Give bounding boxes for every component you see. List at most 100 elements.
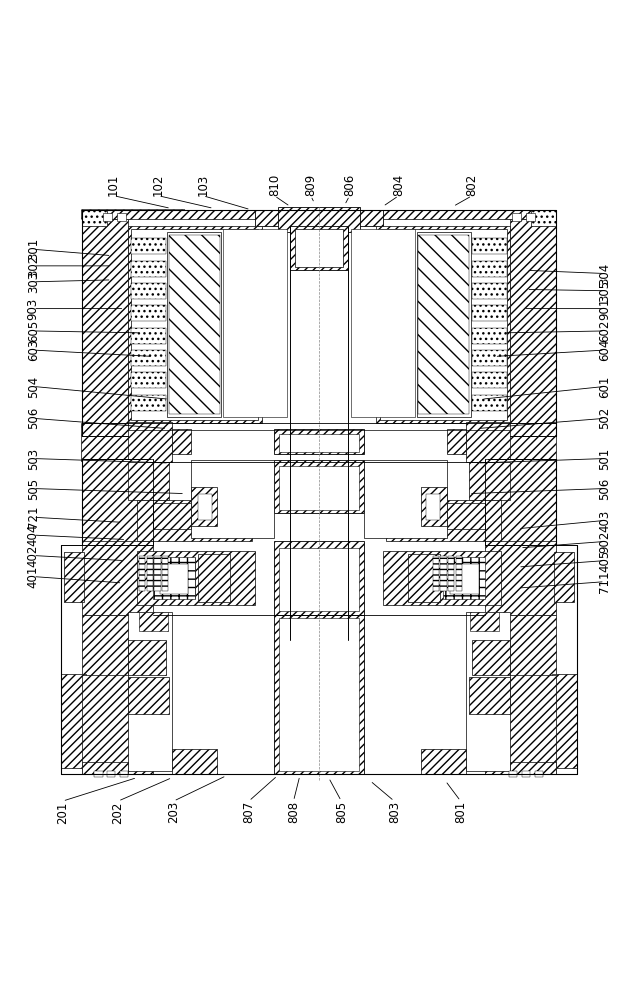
- Bar: [82, 675, 153, 774]
- Bar: [469, 677, 510, 714]
- Text: 506: 506: [598, 477, 611, 500]
- Bar: [485, 541, 556, 615]
- Text: 721: 721: [27, 506, 40, 528]
- Text: 404: 404: [27, 524, 40, 546]
- Bar: [191, 460, 274, 538]
- Bar: [472, 283, 507, 299]
- Bar: [160, 564, 188, 594]
- Bar: [139, 556, 145, 591]
- Bar: [472, 350, 507, 366]
- Bar: [131, 261, 166, 277]
- Text: 402: 402: [27, 544, 40, 567]
- Text: 802: 802: [466, 173, 478, 196]
- Bar: [426, 494, 440, 520]
- Bar: [154, 556, 161, 591]
- Bar: [376, 226, 510, 423]
- Bar: [131, 372, 166, 388]
- Text: 403: 403: [598, 509, 611, 532]
- Bar: [279, 548, 359, 611]
- Text: 602: 602: [598, 320, 611, 342]
- Bar: [64, 552, 84, 602]
- Text: 604: 604: [598, 339, 611, 361]
- Text: 605: 605: [27, 320, 40, 342]
- Bar: [421, 487, 447, 526]
- Text: 901: 901: [598, 297, 611, 320]
- Bar: [162, 556, 168, 591]
- Bar: [103, 213, 112, 221]
- Bar: [137, 551, 255, 605]
- Bar: [447, 503, 485, 529]
- Text: 503: 503: [27, 447, 40, 470]
- Text: 807: 807: [242, 801, 255, 823]
- Bar: [472, 395, 507, 411]
- Bar: [131, 238, 166, 254]
- Bar: [169, 235, 220, 414]
- Text: 903: 903: [27, 297, 40, 320]
- Polygon shape: [82, 210, 185, 219]
- Text: 808: 808: [287, 801, 300, 823]
- Bar: [448, 556, 454, 591]
- Bar: [535, 771, 543, 777]
- Bar: [137, 500, 252, 541]
- Bar: [466, 612, 510, 771]
- Text: 502: 502: [598, 407, 611, 429]
- Bar: [470, 612, 499, 631]
- Bar: [117, 213, 126, 221]
- Bar: [61, 674, 86, 768]
- Text: 103: 103: [197, 173, 209, 196]
- Bar: [485, 615, 556, 679]
- Bar: [82, 210, 556, 219]
- Bar: [139, 612, 168, 631]
- Bar: [120, 771, 128, 777]
- Bar: [198, 494, 212, 520]
- Text: 601: 601: [598, 375, 611, 398]
- Bar: [274, 615, 364, 774]
- Text: 711: 711: [598, 570, 611, 593]
- Bar: [82, 615, 153, 679]
- Bar: [153, 503, 191, 529]
- Text: 501: 501: [598, 447, 611, 470]
- Text: 303: 303: [27, 271, 40, 293]
- Text: 504: 504: [27, 375, 40, 398]
- Bar: [472, 328, 507, 344]
- Bar: [167, 232, 221, 417]
- Bar: [531, 210, 556, 226]
- Bar: [443, 557, 485, 599]
- Bar: [153, 557, 195, 599]
- Bar: [526, 213, 535, 221]
- Text: 203: 203: [167, 801, 180, 823]
- Bar: [485, 459, 556, 545]
- Text: 305: 305: [598, 280, 611, 302]
- Text: 806: 806: [343, 173, 356, 196]
- Bar: [94, 771, 103, 777]
- Bar: [364, 460, 447, 538]
- Bar: [472, 305, 507, 321]
- Text: 102: 102: [152, 173, 165, 196]
- Polygon shape: [488, 423, 556, 462]
- Bar: [279, 466, 359, 510]
- Bar: [472, 372, 507, 388]
- Bar: [485, 675, 556, 774]
- Text: 405: 405: [598, 549, 611, 572]
- Polygon shape: [82, 423, 150, 462]
- Polygon shape: [453, 210, 556, 219]
- Bar: [82, 762, 128, 774]
- Text: 201: 201: [56, 801, 69, 824]
- Text: 801: 801: [454, 801, 467, 823]
- Bar: [128, 640, 166, 675]
- Bar: [522, 771, 530, 777]
- Text: 810: 810: [268, 173, 281, 196]
- Bar: [107, 771, 115, 777]
- Bar: [386, 500, 501, 541]
- Bar: [433, 556, 439, 591]
- Bar: [147, 556, 153, 591]
- Bar: [290, 226, 348, 270]
- Bar: [469, 462, 510, 500]
- Bar: [472, 261, 507, 277]
- Bar: [295, 229, 343, 267]
- Bar: [128, 612, 172, 771]
- Bar: [131, 305, 166, 321]
- Bar: [198, 554, 230, 602]
- Text: 809: 809: [304, 173, 317, 196]
- Text: 101: 101: [107, 173, 120, 196]
